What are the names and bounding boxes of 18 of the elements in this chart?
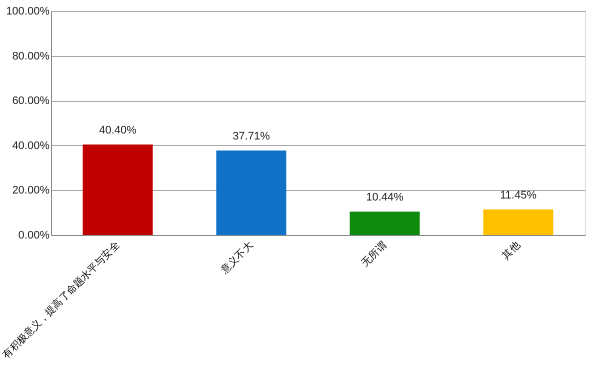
bar [82, 144, 153, 235]
y-tick-label: 0.00% [18, 230, 50, 242]
bar [216, 150, 286, 235]
data-label: 37.71% [232, 130, 270, 143]
x-tick-label: 意义不大 [218, 239, 256, 277]
bar [350, 212, 420, 235]
data-label: 40.40% [99, 124, 137, 137]
x-tick-label: 有积极意义，提高了命题水平与安全 [0, 239, 122, 361]
y-tick-label: 40.00% [12, 140, 50, 152]
y-tick-label: 60.00% [12, 95, 50, 108]
y-tick-label: 80.00% [12, 50, 50, 62]
bar [483, 209, 554, 235]
data-label: 10.44% [366, 192, 404, 204]
y-tick-label: 100.00% [6, 6, 50, 18]
y-tick-label: 20.00% [12, 184, 50, 197]
data-label: 11.45% [500, 189, 537, 202]
x-tick-label: 无所谓 [359, 239, 389, 269]
x-tick-label: 其他 [500, 239, 522, 262]
